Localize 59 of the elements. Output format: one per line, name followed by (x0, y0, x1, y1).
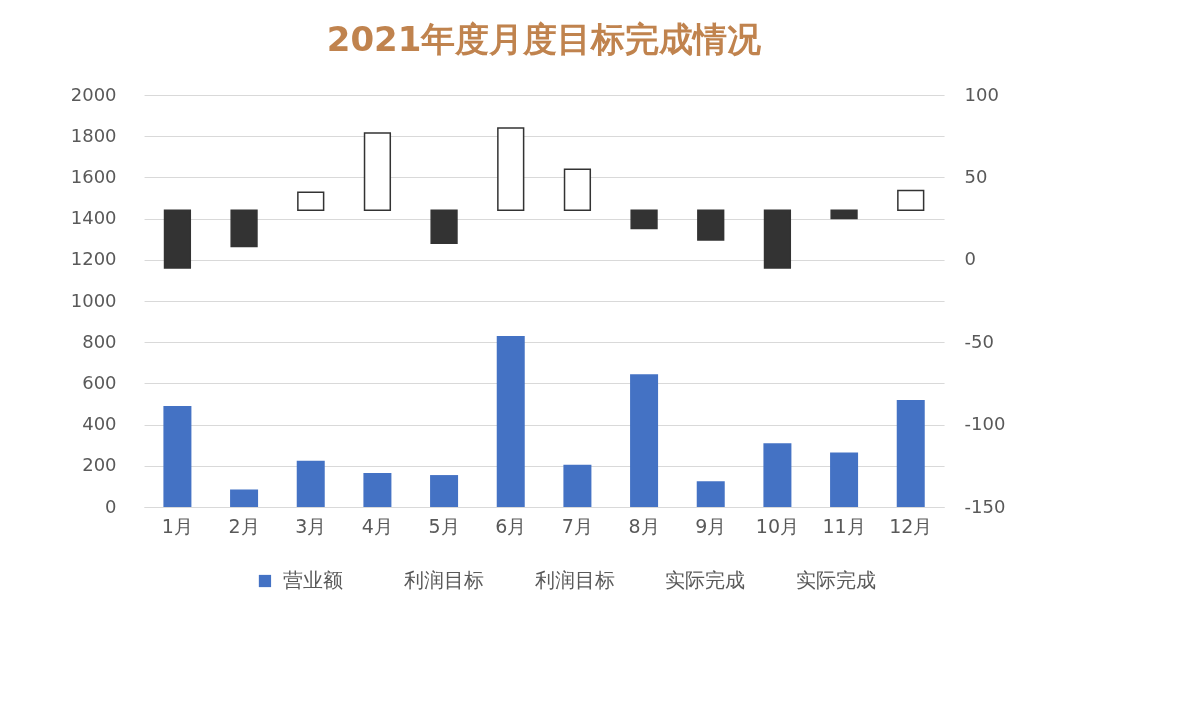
bar (230, 209, 258, 248)
x-tick-label: 10月 (755, 514, 799, 537)
y-tick-label: 400 (82, 413, 117, 435)
bar (296, 460, 325, 507)
x-tick-label: 11月 (822, 514, 866, 537)
bar (563, 168, 592, 212)
y2-tick-label: -150 (964, 495, 1006, 517)
x-tick-label: 5月 (428, 514, 460, 537)
x-tick-label: 2月 (228, 514, 260, 537)
y-tick-label: 2000 (70, 83, 117, 105)
bar (897, 189, 925, 212)
y2-tick-label: -100 (964, 413, 1006, 435)
legend-label: 营业额 (282, 568, 343, 592)
x-tick-label: 12月 (889, 514, 933, 537)
y-tick-label: 1800 (70, 124, 117, 146)
y-tick-label: 1600 (70, 165, 117, 187)
y-tick-label: 200 (82, 454, 117, 476)
bar (630, 374, 659, 507)
y2-tick-label: 50 (964, 165, 988, 187)
bar (430, 209, 458, 245)
bar (163, 406, 192, 507)
chart-title: 2021年度月度目标完成情况 (326, 19, 763, 59)
bar (297, 191, 325, 212)
x-tick-label: 9月 (695, 514, 727, 537)
y-tick-label: 600 (82, 371, 117, 393)
y2-tick-label: 0 (964, 248, 977, 270)
x-tick-label: 4月 (361, 514, 393, 537)
bar (830, 452, 859, 507)
bar (496, 336, 525, 507)
bar (763, 443, 792, 507)
bar (763, 209, 792, 269)
y-tick-label: 1200 (70, 248, 117, 270)
y2-tick-label: 100 (964, 83, 999, 105)
bar (363, 473, 392, 507)
bar (563, 464, 592, 507)
bar (630, 209, 658, 230)
bar (163, 209, 192, 269)
bar (696, 481, 725, 507)
y-tick-label: 0 (105, 495, 117, 517)
bar (430, 475, 459, 507)
y2-tick-label: -50 (964, 330, 994, 352)
text: 实际完成 (796, 568, 877, 592)
bar (830, 209, 858, 220)
bar (896, 399, 925, 507)
bar (497, 127, 525, 212)
bar (230, 489, 259, 507)
x-tick-label: 8月 (628, 514, 660, 537)
text: 利润目标 (534, 568, 615, 592)
bar (697, 209, 725, 241)
y-tick-label: 800 (82, 330, 117, 352)
x-tick-label: 7月 (561, 514, 593, 537)
x-tick-label: 1月 (161, 514, 193, 537)
bar (363, 132, 392, 212)
y-tick-label: 1400 (70, 207, 117, 229)
text: 利润目标 (403, 568, 484, 592)
x-tick-label: 6月 (495, 514, 527, 537)
y-tick-label: 1000 (70, 289, 117, 311)
text: 实际完成 (665, 568, 746, 592)
x-tick-label: 3月 (295, 514, 327, 537)
